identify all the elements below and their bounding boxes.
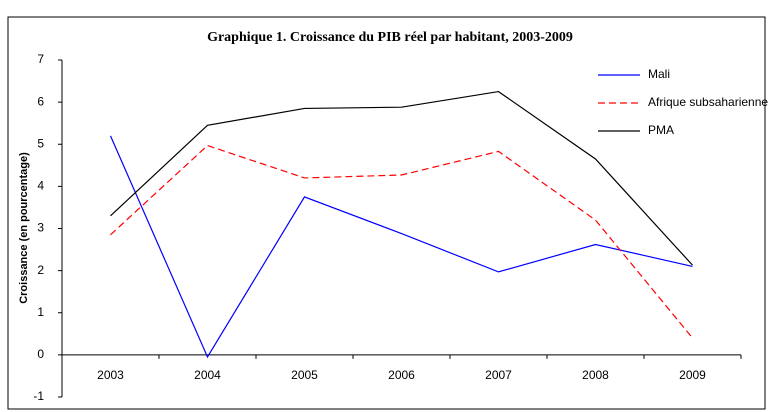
chart-frame [7, 16, 766, 410]
series-line [110, 144, 693, 339]
series-line [110, 90, 693, 266]
x-tick-label: 2008 [582, 368, 609, 382]
x-tick-label: 2005 [291, 368, 318, 382]
x-tick-label: 2006 [388, 368, 415, 382]
legend-label: Mali [648, 67, 670, 81]
chart-title: Graphique 1. Croissance du PIB réel par … [207, 30, 573, 45]
x-tick-label: 2007 [485, 368, 512, 382]
legend-label: Afrique subsaharienne [648, 95, 768, 109]
y-tick-label: 3 [37, 221, 44, 235]
y-tick-label: 1 [37, 305, 44, 319]
x-tick-label: 2004 [194, 368, 221, 382]
y-axis-label: Croissance (en pourcentage) [18, 152, 30, 304]
x-tick-label: 2003 [97, 368, 124, 382]
y-tick-label: 6 [37, 94, 44, 108]
y-tick-label: 4 [37, 179, 44, 193]
y-tick-label: -1 [33, 389, 44, 403]
y-tick-label: 7 [37, 52, 44, 66]
series-line [109, 135, 693, 359]
legend-label: PMA [648, 123, 674, 137]
y-tick-label: 5 [37, 136, 44, 150]
y-tick-label: 2 [37, 263, 44, 277]
y-tick-label: 0 [37, 347, 44, 361]
x-tick-label: 2009 [679, 368, 706, 382]
